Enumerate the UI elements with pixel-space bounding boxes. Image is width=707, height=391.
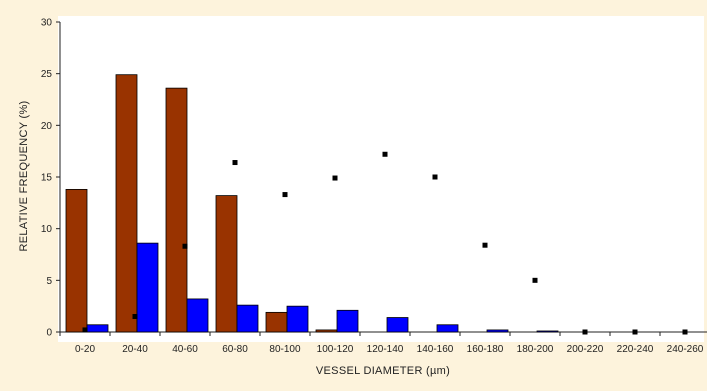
x-tick-label: 20-40 xyxy=(122,344,148,355)
bar-series-1 xyxy=(215,195,238,333)
y-tick-label: 20 xyxy=(41,121,53,132)
y-axis-title: RELATIVE FREQUENCY (%) xyxy=(18,100,30,251)
scatter-point xyxy=(682,329,688,335)
bar-series-2 xyxy=(186,298,209,333)
x-tick-label: 60-80 xyxy=(222,344,248,355)
bar-series-2 xyxy=(486,329,509,333)
bar-series-2 xyxy=(386,317,409,333)
scatter-point xyxy=(382,151,388,157)
x-tick-label: 180-200 xyxy=(517,344,554,355)
x-tick-label: 220-240 xyxy=(617,344,654,355)
x-tick-label: 120-140 xyxy=(367,344,404,355)
y-tick-label: 25 xyxy=(41,69,53,80)
scatter-points xyxy=(82,151,688,335)
bar-series-2 xyxy=(86,324,109,333)
x-tick-label: 100-120 xyxy=(317,344,354,355)
x-tick-label: 140-160 xyxy=(417,344,454,355)
bar-series-1 xyxy=(65,188,88,333)
scatter-point xyxy=(132,314,138,319)
bar-series-1 xyxy=(165,87,188,333)
scatter-point xyxy=(432,174,438,180)
scatter-point xyxy=(482,242,488,248)
bar-series-2 xyxy=(536,330,559,333)
scatter-point xyxy=(332,175,338,181)
bar-series-1 xyxy=(115,74,138,333)
scatter-point xyxy=(282,192,288,198)
x-tick-label: 80-100 xyxy=(269,344,301,355)
x-tick-label: 160-180 xyxy=(467,344,504,355)
scatter-point xyxy=(632,329,638,335)
y-tick-label: 15 xyxy=(41,173,53,184)
y-tick-label: 10 xyxy=(41,224,53,235)
scatter-point xyxy=(532,277,538,283)
y-axis: 0 5 10 15 20 25 30 xyxy=(41,18,61,339)
bar-series-2 xyxy=(136,242,159,333)
bar-series-1 xyxy=(315,329,338,333)
x-tick-label: 0-20 xyxy=(75,344,95,355)
y-tick-label: 30 xyxy=(41,18,53,29)
bar-series-2 xyxy=(236,304,259,333)
x-tick-label: 240-260 xyxy=(667,344,704,355)
x-tick-label: 40-60 xyxy=(172,344,198,355)
scatter-point xyxy=(82,327,88,333)
y-tick-label: 0 xyxy=(46,328,52,339)
bar-series-2 xyxy=(436,324,459,333)
scatter-point xyxy=(182,243,188,249)
scatter-point xyxy=(582,329,588,335)
bar-series-2 xyxy=(286,305,309,333)
x-tick-label: 200-220 xyxy=(567,344,604,355)
x-axis-title: VESSEL DIAMETER (µm) xyxy=(316,365,450,377)
scatter-point xyxy=(232,160,238,166)
bar-series-1 xyxy=(265,311,288,333)
bar-series-2 xyxy=(336,309,359,333)
bars xyxy=(65,74,559,333)
y-tick-label: 5 xyxy=(46,276,52,287)
